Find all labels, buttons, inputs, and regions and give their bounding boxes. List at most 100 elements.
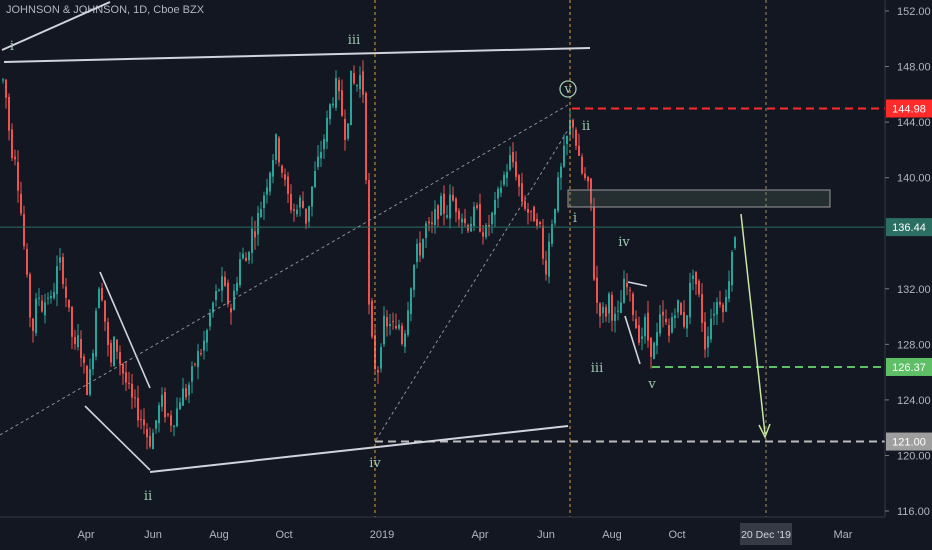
candle-body — [590, 178, 592, 204]
candle-body — [101, 287, 103, 301]
candle-body — [350, 70, 352, 126]
candle-body — [308, 206, 310, 222]
candle-body — [5, 79, 7, 98]
candle-body — [176, 408, 178, 427]
candle-body — [146, 429, 148, 438]
candle-body — [728, 281, 730, 299]
price-tag-label: 121.00 — [892, 437, 926, 449]
candle-body — [644, 316, 646, 337]
candle-body — [449, 194, 451, 219]
wave-label-ii: ii — [144, 489, 152, 504]
candle-body — [467, 224, 469, 231]
candle-body — [665, 318, 667, 323]
candle-body — [731, 251, 733, 286]
candle-body — [245, 257, 247, 262]
candle-body — [53, 292, 55, 299]
upper-trendline — [3, 47, 591, 63]
candle-body — [149, 435, 151, 447]
candle-body — [413, 264, 415, 290]
candle-body — [599, 303, 601, 317]
candle-body — [503, 174, 505, 185]
candle-body — [2, 79, 4, 81]
candle-body — [338, 80, 340, 92]
candle-body — [299, 197, 301, 208]
candle-body — [218, 289, 220, 291]
candle-body — [605, 307, 607, 317]
resistance-zone-box — [567, 189, 831, 208]
candle-body — [482, 232, 484, 237]
candle-body — [287, 176, 289, 194]
candle-body — [500, 187, 502, 193]
candle-body — [557, 177, 559, 211]
wave-label-ii-2019: ii — [582, 119, 590, 134]
candle-body — [515, 161, 517, 177]
candle-body — [116, 339, 118, 352]
candle-body — [188, 384, 190, 396]
wave-label-i-2019: i — [573, 211, 577, 226]
candle-body — [68, 299, 70, 308]
candle-body — [545, 260, 547, 275]
candle-body — [713, 313, 715, 316]
candle-body — [194, 363, 196, 365]
price-tick-label: 128.00 — [897, 339, 931, 351]
candle-body — [521, 183, 523, 202]
candle-body — [629, 289, 631, 291]
candle-body — [155, 420, 157, 429]
candle-body — [371, 300, 373, 337]
candle-body — [614, 313, 616, 321]
candle-body — [140, 419, 142, 421]
candle-body — [269, 172, 271, 192]
candle-body — [83, 356, 85, 364]
candle-body — [392, 321, 394, 323]
candle-body — [29, 274, 31, 318]
candle-body — [587, 176, 589, 182]
date-tag-bg — [740, 523, 792, 545]
candle-body — [329, 104, 331, 120]
candle-body — [347, 123, 349, 139]
candle-body — [578, 145, 580, 156]
candle-body — [398, 324, 400, 329]
candle-body — [611, 294, 613, 321]
wave-v-channel-left — [624, 315, 641, 365]
wave-label-v-circled: v — [563, 82, 572, 97]
candle-body — [458, 210, 460, 220]
candle-body — [242, 253, 244, 259]
candle-body — [554, 208, 556, 224]
candle-body — [704, 321, 706, 350]
candle-body — [551, 224, 553, 244]
candle-body — [296, 209, 298, 215]
time-tick-label: Jun — [144, 529, 162, 541]
candle-body — [248, 252, 250, 261]
candle-body — [275, 134, 277, 160]
candle-body — [107, 322, 109, 345]
wave-label-iii-2019: iii — [591, 361, 603, 376]
candle-body — [494, 199, 496, 215]
candle-body — [683, 311, 685, 327]
price-tick-label: 140.00 — [897, 173, 931, 185]
price-tick-label: 120.00 — [897, 450, 931, 462]
candle-body — [125, 372, 127, 383]
candle-body — [158, 405, 160, 424]
candle-body — [560, 166, 562, 178]
candle-body — [104, 300, 106, 322]
candle-body — [65, 286, 67, 298]
candle-body — [356, 85, 358, 87]
candle-body — [650, 337, 652, 357]
candle-body — [227, 282, 229, 305]
candle-body — [257, 213, 259, 235]
time-tick-label: Mar — [834, 529, 853, 541]
candle-body — [185, 388, 187, 398]
candle-body — [122, 363, 124, 374]
candle-body — [548, 241, 550, 277]
wave-ii-channel-upper — [99, 271, 151, 389]
candle-body — [536, 219, 538, 226]
candle-body — [254, 231, 256, 238]
candle-body — [518, 175, 520, 187]
candle-body — [8, 96, 10, 131]
dotted-channel-line — [0, 104, 569, 436]
candle-body — [419, 242, 421, 256]
candle-body — [539, 222, 541, 225]
candle-body — [320, 152, 322, 159]
candle-body — [440, 196, 442, 216]
